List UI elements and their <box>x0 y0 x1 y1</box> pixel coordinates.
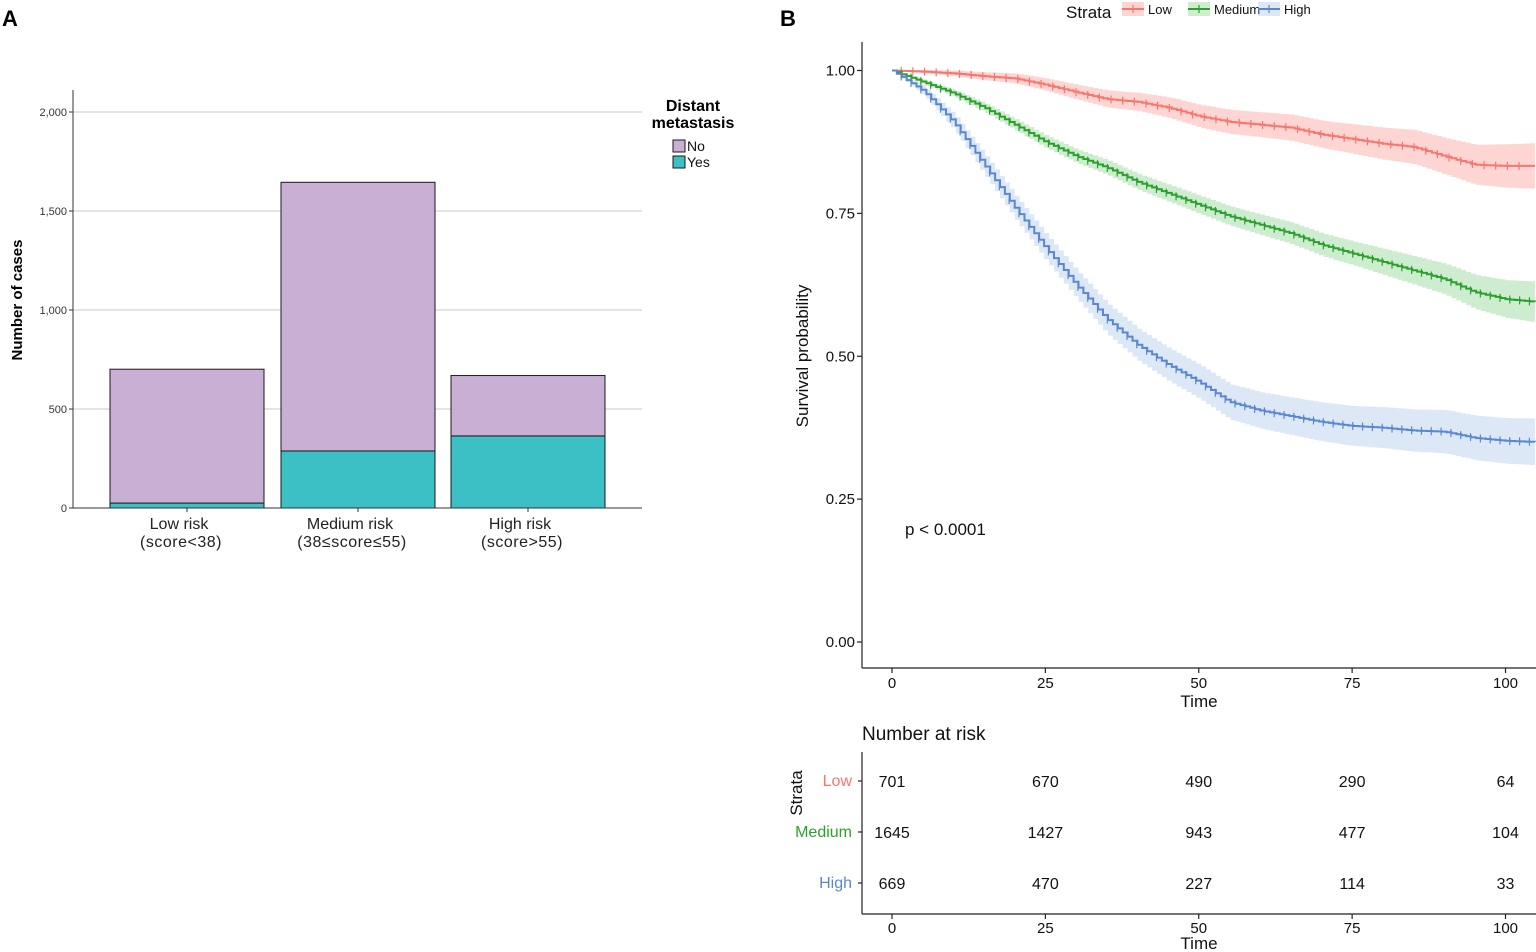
bar-y-tick-label: 1,500 <box>39 206 67 218</box>
bar-legend-swatch-yes <box>672 155 686 169</box>
panel-a-label: A <box>2 6 18 31</box>
km-x-tick-label: 50 <box>1190 675 1207 692</box>
km-legend-label-low: Low <box>1148 2 1172 17</box>
bar-y-tick-label: 500 <box>49 404 67 416</box>
risk-cell: 470 <box>1032 876 1059 893</box>
km-x-tick-label: 0 <box>888 675 896 692</box>
risk-x-tick-label: 50 <box>1190 920 1207 937</box>
bar-category-label: Medium risk <box>307 516 394 533</box>
km-confidence-bands <box>892 70 1535 466</box>
km-y-tick-label: 0.00 <box>826 634 855 651</box>
bar-legend-swatch-no <box>672 139 686 153</box>
bar-y-tick-label: 0 <box>61 503 67 515</box>
risk-table-title: Number at risk <box>862 724 986 745</box>
risk-cell: 701 <box>879 774 906 791</box>
bar-legend-label-no: No <box>687 138 705 154</box>
km-legend: Strata Low Medium High <box>1066 2 1311 22</box>
bar-yes-0 <box>109 502 265 509</box>
risk-row-label-high: High <box>819 875 852 892</box>
km-legend-label-high: High <box>1284 2 1311 17</box>
bar-no-1 <box>280 181 436 452</box>
risk-x-tick-label: 100 <box>1493 920 1518 937</box>
risk-x-tick-label: 25 <box>1037 920 1054 937</box>
km-y-tick-label: 0.25 <box>826 491 855 508</box>
bar-yes-2 <box>450 435 606 509</box>
risk-y-axis-title: Strata <box>787 770 806 816</box>
risk-cell: 290 <box>1339 774 1366 791</box>
risk-cell: 33 <box>1497 876 1515 893</box>
risk-cell: 114 <box>1339 876 1365 893</box>
bar-category-sublabel: (score>55) <box>481 534 563 551</box>
bar-category-sublabel: (38≤score≤55) <box>297 534 406 551</box>
km-y-axis-title: Survival probability <box>793 284 812 427</box>
risk-x-axis-title: Time <box>1180 934 1217 952</box>
risk-cell: 1645 <box>874 825 910 842</box>
risk-row-label-low: Low <box>823 773 853 790</box>
km-legend-label-medium: Medium <box>1214 2 1260 17</box>
risk-x-ticks: 0 25 50 75 100 <box>888 914 1518 937</box>
risk-cell: 477 <box>1339 825 1366 842</box>
bar-legend-title-line2: metastasis <box>652 115 735 132</box>
risk-x-tick-label: 75 <box>1344 920 1361 937</box>
km-x-tick-label: 75 <box>1344 675 1361 692</box>
risk-rows: Low 701 670 490 290 64 Medium 1645 1427 943 477 104… <box>795 773 1519 893</box>
km-y-tick-label: 1.00 <box>826 63 855 80</box>
km-y-ticks: 0.00 0.25 0.50 0.75 1.00 <box>826 63 862 651</box>
km-x-tick-label: 25 <box>1037 675 1054 692</box>
bar-category-label: Low risk <box>150 516 210 533</box>
km-curve-low <box>892 69 1535 167</box>
bar-legend-label-yes: Yes <box>687 154 710 170</box>
risk-x-tick-label: 0 <box>888 920 896 937</box>
km-y-tick-label: 0.50 <box>826 348 855 365</box>
km-x-axis-title: Time <box>1180 692 1217 711</box>
bar-y-tick-label: 2,000 <box>39 107 67 119</box>
risk-cell: 670 <box>1032 774 1059 791</box>
km-censor-marks <box>900 66 1531 446</box>
risk-cell: 104 <box>1492 825 1519 842</box>
bar-categories: Low risk(score<38) Medium risk(38≤score≤5… <box>140 508 563 551</box>
risk-table: Number at risk Strata Time Low 701 670 490 2… <box>787 724 1536 952</box>
risk-cell: 943 <box>1185 825 1212 842</box>
p-value-annotation: p < 0.0001 <box>905 520 986 539</box>
risk-cell: 227 <box>1185 876 1212 893</box>
bar-no-2 <box>450 375 606 437</box>
risk-row-label-medium: Medium <box>795 824 852 841</box>
km-panel: Strata Low Medium High 0.00 0.25 0.50 0.75 1.0… <box>793 2 1536 711</box>
km-band-high <box>892 70 1535 466</box>
risk-cell: 64 <box>1497 774 1515 791</box>
risk-cell: 669 <box>879 876 906 893</box>
risk-cell: 490 <box>1185 774 1212 791</box>
km-band-low <box>892 70 1535 189</box>
bar-legend-title-line1: Distant <box>666 98 721 115</box>
bar-y-tick-label: 1,000 <box>39 305 67 317</box>
km-legend-title: Strata <box>1066 3 1112 22</box>
bar-series <box>109 181 606 509</box>
panel-b-label: B <box>780 6 796 31</box>
bar-chart-panel: 0 500 1,000 1,500 2,000 Low risk(score<38) Me… <box>9 90 734 551</box>
bar-yes-1 <box>280 450 436 509</box>
bar-category-sublabel: (score<38) <box>140 534 222 551</box>
bar-y-ticks: 0 500 1,000 1,500 2,000 <box>39 107 73 515</box>
bar-y-axis-title: Number of cases <box>9 240 26 361</box>
bar-no-0 <box>109 368 265 504</box>
risk-cell: 1427 <box>1028 825 1064 842</box>
km-x-ticks: 0 25 50 75 100 <box>888 668 1518 692</box>
km-y-tick-label: 0.75 <box>826 205 855 222</box>
bar-category-label: High risk <box>489 516 552 533</box>
km-x-tick-label: 100 <box>1493 675 1518 692</box>
